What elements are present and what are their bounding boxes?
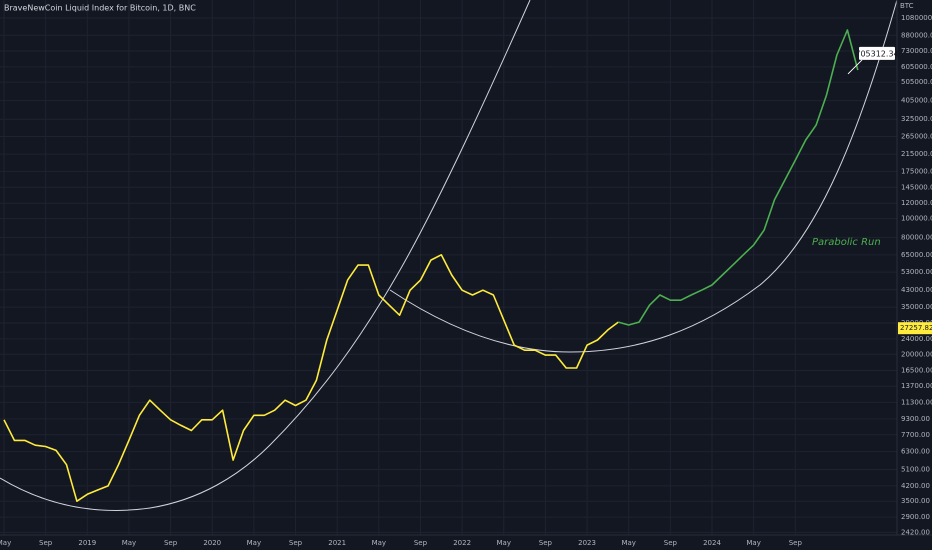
price-line <box>618 29 859 326</box>
x-tick-label: Sep <box>289 539 303 547</box>
y-tick-label: 80000.00 <box>901 233 932 241</box>
x-tick-label: May <box>122 539 136 547</box>
x-tick-label: May <box>497 539 511 547</box>
y-tick-label: 505000.00 <box>901 78 932 86</box>
x-tick-label: May <box>621 539 635 547</box>
y-tick-label: 20000.00 <box>901 350 932 358</box>
callout-label: 705312.34 <box>855 49 898 58</box>
x-tick-label: May <box>746 539 760 547</box>
x-tick-label: May <box>247 539 261 547</box>
y-tick-label: 215000.00 <box>901 150 932 158</box>
y-tick-label: 16500.00 <box>901 367 932 375</box>
y-tick-label: 9300.00 <box>901 415 930 423</box>
y-tick-label: 6300.00 <box>901 448 930 456</box>
y-tick-label: 4200.00 <box>901 482 930 490</box>
y-tick-label: 65000.00 <box>901 251 932 259</box>
y-tick-label: 605000.00 <box>901 63 932 71</box>
y-tick-label: 1080000.00 <box>901 14 932 22</box>
price-line <box>3 254 619 502</box>
y-tick-label: 120000.00 <box>901 199 932 207</box>
y-tick-label: 325000.00 <box>901 115 932 123</box>
currency-label: BTC <box>900 2 914 10</box>
x-tick-label: Sep <box>539 539 553 547</box>
y-tick-label: 175000.00 <box>901 167 932 175</box>
x-tick-label: Sep <box>164 539 178 547</box>
last-price-label: 27257.82 <box>900 324 932 332</box>
y-tick-label: 7700.00 <box>901 431 930 439</box>
y-tick-label: 53000.00 <box>901 268 932 276</box>
y-tick-label: 2420.00 <box>901 528 930 536</box>
y-tick-label: 100000.00 <box>901 215 932 223</box>
y-tick-label: 405000.00 <box>901 97 932 105</box>
x-tick-label: Sep <box>414 539 428 547</box>
y-tick-label: 2900.00 <box>901 513 930 521</box>
y-tick-label: 3500.00 <box>901 497 930 505</box>
x-tick-label: Sep <box>664 539 678 547</box>
y-tick-label: 11300.00 <box>901 398 932 406</box>
x-tick-label: Sep <box>39 539 53 547</box>
x-tick-label: 2021 <box>328 539 346 547</box>
callout-pointer <box>847 59 863 75</box>
y-tick-label: 880000.00 <box>901 31 932 39</box>
annotation: Parabolic Run <box>812 237 881 248</box>
x-tick-label: May <box>0 539 11 547</box>
callout-box <box>859 46 895 60</box>
chart-title: BraveNewCoin Liquid Index for Bitcoin, 1… <box>4 4 196 13</box>
y-tick-label: 145000.00 <box>901 183 932 191</box>
x-tick-label: 2022 <box>453 539 471 547</box>
parabola-curve <box>389 0 898 353</box>
last-price-tag <box>898 322 932 335</box>
y-tick-label: 5100.00 <box>901 465 930 473</box>
y-tick-label: 265000.00 <box>901 132 932 140</box>
x-tick-label: 2024 <box>703 539 721 547</box>
x-tick-label: May <box>372 539 386 547</box>
y-tick-label: 730000.00 <box>901 47 932 55</box>
parabola-curve <box>0 0 531 511</box>
x-tick-label: 2019 <box>78 539 96 547</box>
x-tick-label: 2020 <box>203 539 221 547</box>
y-tick-label: 35000.00 <box>901 303 932 311</box>
y-tick-label: 13700.00 <box>901 382 932 390</box>
x-tick-label: 2023 <box>578 539 596 547</box>
y-tick-label: 43000.00 <box>901 286 932 294</box>
x-tick-label: Sep <box>789 539 803 547</box>
y-tick-label: 24000.00 <box>901 335 932 343</box>
